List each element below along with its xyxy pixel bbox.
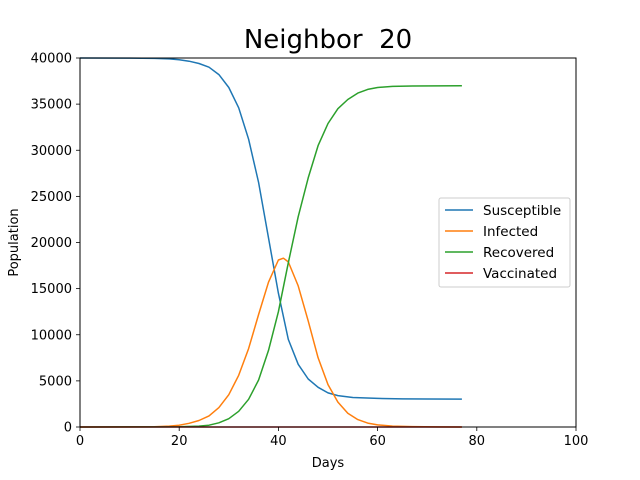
- legend: Susceptible Infected Recovered Vaccinated: [438, 197, 571, 288]
- y-tick-label: 15000: [31, 282, 72, 297]
- y-tick-label: 10000: [31, 328, 72, 343]
- y-tick-label: 30000: [31, 144, 72, 159]
- x-tick-label: 80: [469, 434, 486, 449]
- y-tick-label: 40000: [31, 52, 72, 67]
- y-tick-label: 25000: [31, 190, 72, 205]
- x-tick-label: 60: [369, 434, 386, 449]
- series-line-infected: [79, 257, 462, 428]
- x-axis-label: Days: [312, 456, 345, 471]
- series-line-susceptible: [79, 57, 462, 400]
- chart-title: Neighbor 20: [244, 25, 412, 55]
- legend-label-susceptible: Susceptible: [483, 203, 561, 219]
- series-line-recovered: [79, 85, 462, 428]
- x-tick-label: 20: [171, 434, 188, 449]
- legend-box: [438, 197, 571, 288]
- legend-label-infected: Infected: [483, 224, 538, 240]
- y-tick-label: 0: [64, 421, 72, 436]
- x-axis: 0 20 40 60 80 100: [76, 427, 589, 449]
- x-tick-label: 100: [564, 434, 589, 449]
- y-tick-label: 35000: [31, 98, 72, 113]
- y-tick-label: 5000: [39, 374, 72, 389]
- x-tick-label: 0: [76, 434, 84, 449]
- y-axis: 0 5000 10000 15000 20000 25000 30000 35000 40000: [31, 52, 80, 436]
- y-tick-label: 20000: [31, 236, 72, 251]
- legend-label-recovered: Recovered: [483, 245, 554, 261]
- legend-label-vaccinated: Vaccinated: [483, 266, 557, 282]
- y-axis-label: Population: [7, 208, 22, 276]
- x-tick-label: 40: [270, 434, 287, 449]
